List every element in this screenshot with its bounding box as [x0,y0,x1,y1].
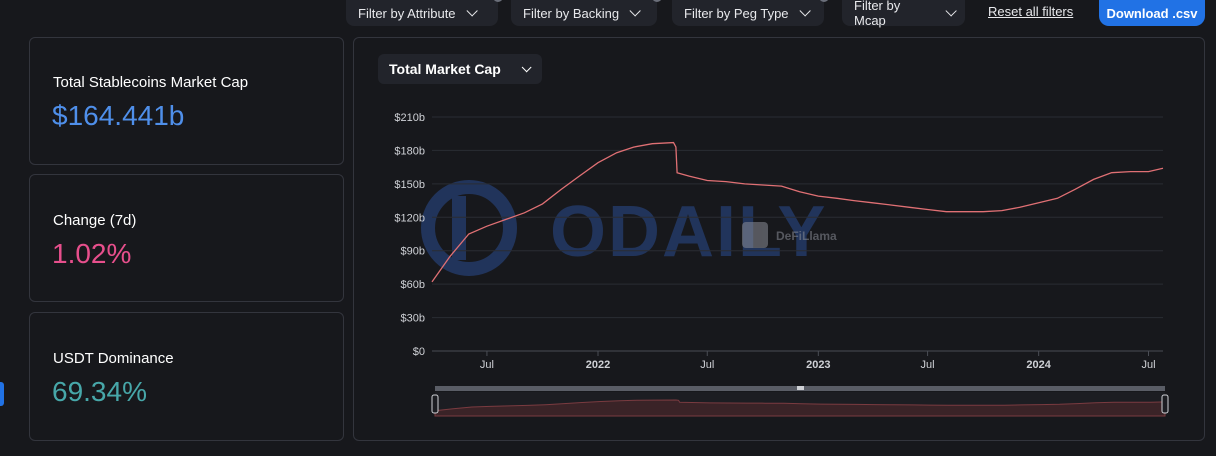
y-tick-label: $180b [394,145,425,157]
stat-label: USDT Dominance [53,350,174,367]
chart-metric-select[interactable]: Total Market Cap [378,54,542,84]
range-slider[interactable] [431,386,1169,417]
y-tick-label: $90b [401,246,425,258]
slider-handle[interactable] [1161,394,1169,414]
y-tick-label: $120b [394,212,425,224]
y-tick-label: $60b [401,279,425,291]
x-tick-label: Jul [921,359,935,371]
y-tick-label: $150b [394,179,425,191]
stat-label: Total Stablecoins Market Cap [53,74,249,91]
stat-value: 1.02% [52,238,132,269]
info-icon[interactable] [493,0,503,2]
x-tick-label: Jul [700,359,714,371]
odaily-watermark: ODAILY [421,180,827,276]
y-tick-label: $210b [394,112,425,124]
filter-attribute-label: Filter by Attribute [358,5,456,21]
filter-peg-type-label: Filter by Peg Type [684,5,789,21]
x-tick-label: 2023 [806,359,830,371]
chart-panel [353,37,1205,441]
filter-mcap-button[interactable]: Filter by Mcap [842,0,965,28]
stat-card-usdt-dominance: USDT Dominance 69.34% [29,312,344,441]
chart-grid [432,116,1163,352]
info-icon[interactable] [652,0,662,2]
defillama-watermark: DeFiLlama [742,222,837,248]
llama-icon [742,222,768,248]
stat-card-change-7d: Change (7d) 1.02% [29,174,344,302]
sidebar-tab-indicator[interactable] [0,382,4,406]
stat-card-total-mcap: Total Stablecoins Market Cap $164.441b [29,37,344,165]
x-tick-label: Jul [1141,359,1155,371]
x-tick-label: 2022 [586,359,610,371]
stat-label: Change (7d) [53,212,137,229]
chart-metric-label: Total Market Cap [389,61,501,77]
filter-backing-label: Filter by Backing [523,5,620,21]
defillama-watermark-text: DeFiLlama [776,229,837,243]
filter-attribute-button[interactable]: Filter by Attribute [346,0,503,26]
y-tick-label: $30b [401,313,425,325]
y-axis: $0 $30b $60b $90b $120b $150b $180b $210b [394,112,425,358]
info-icon[interactable] [819,0,829,2]
x-tick-label: 2024 [1026,359,1051,371]
download-csv-button[interactable]: Download .csv [1099,0,1205,26]
series-line [431,141,1164,283]
x-axis: Jul 2022 Jul 2023 Jul 2024 Jul [480,351,1156,371]
filter-backing-button[interactable]: Filter by Backing [511,0,662,26]
slider-handle[interactable] [431,394,439,414]
filter-mcap-label: Filter by Mcap [854,0,901,28]
stat-value: 69.34% [52,376,147,407]
reset-filters-link[interactable]: Reset all filters [988,4,1074,19]
y-tick-label: $0 [413,346,425,358]
stat-value: $164.441b [52,100,185,131]
slider-area [434,399,1166,417]
odaily-watermark-text: ODAILY [550,192,827,272]
slider-grip[interactable] [797,386,804,390]
filter-peg-type-button[interactable]: Filter by Peg Type [672,0,829,26]
x-tick-label: Jul [480,359,494,371]
